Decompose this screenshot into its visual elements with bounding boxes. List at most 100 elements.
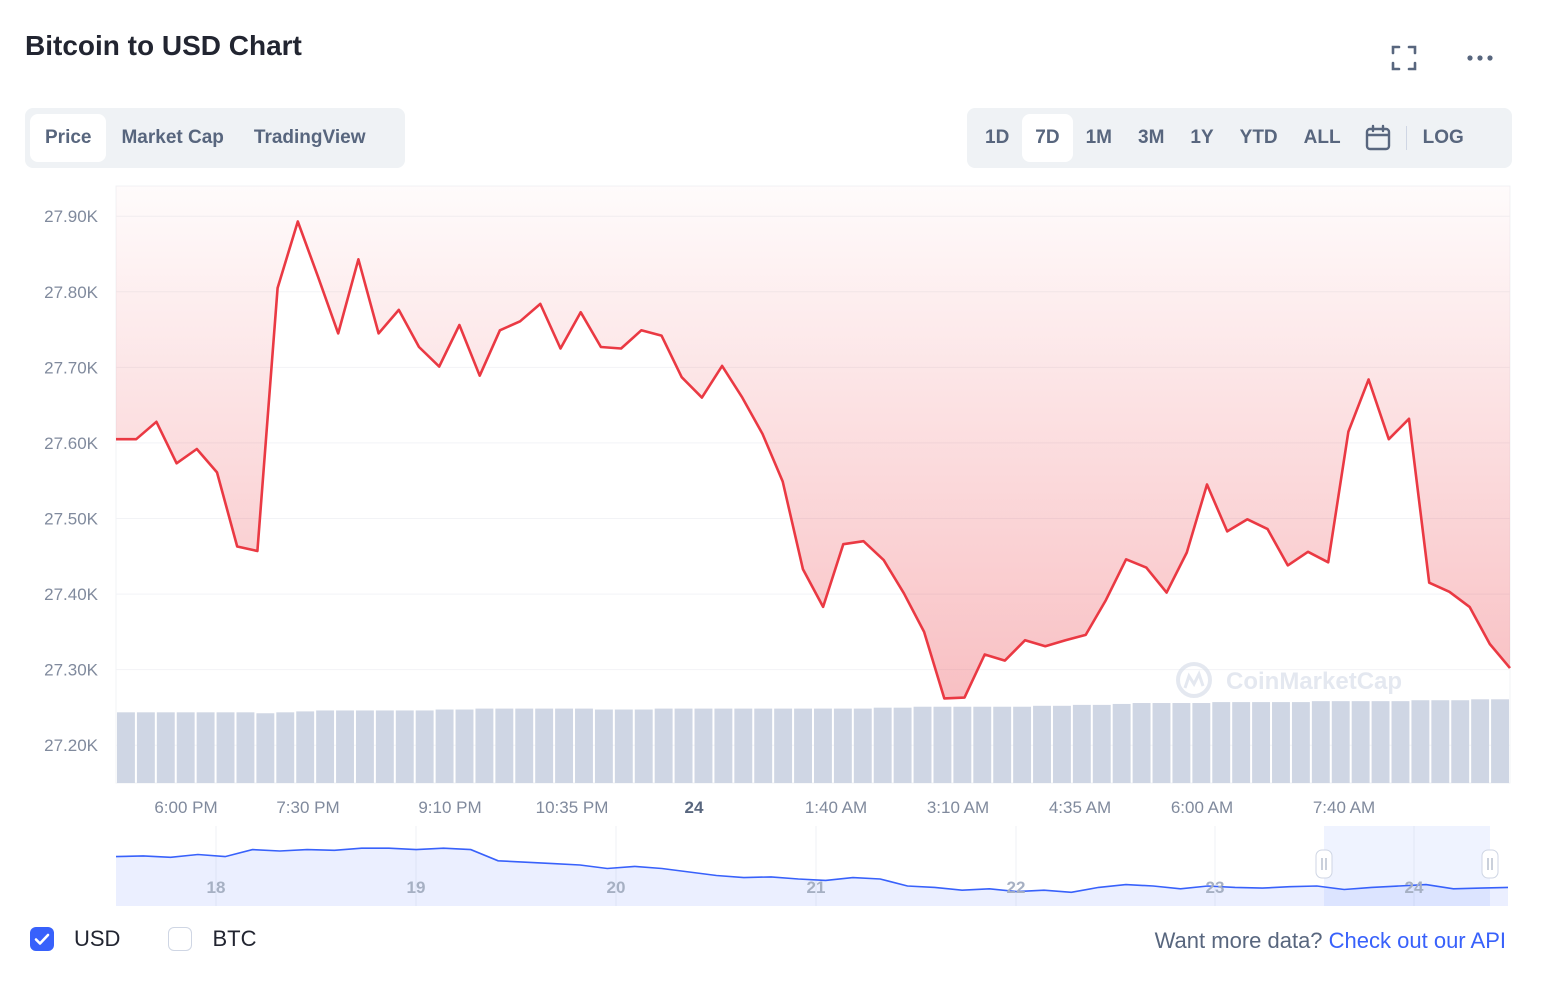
volume-bar <box>774 708 793 783</box>
navigator-label: 20 <box>607 878 626 897</box>
range-1m[interactable]: 1M <box>1085 127 1112 148</box>
tab-market-cap[interactable]: Market Cap <box>121 127 224 148</box>
volume-bar <box>1052 705 1071 783</box>
price-chart[interactable]: 27.20K 27.30K 27.40K 27.50K 27.60K 27.70K 27.8… <box>0 180 1546 910</box>
volume-bar <box>1351 701 1370 783</box>
volume-bar <box>256 713 275 783</box>
x-tick-label: 6:00 AM <box>1171 798 1233 817</box>
volume-bar <box>355 710 374 783</box>
navigator[interactable]: 18 19 20 21 22 23 24 <box>115 826 1509 906</box>
api-link[interactable]: Check out our API <box>1328 928 1506 953</box>
x-tick-label: 7:40 AM <box>1313 798 1375 817</box>
btc-label: BTC <box>212 926 257 951</box>
volume-bar <box>873 707 892 783</box>
range-all[interactable]: ALL <box>1303 127 1341 148</box>
x-tick-label: 7:30 PM <box>276 798 339 817</box>
y-tick-label: 27.60K <box>44 434 99 453</box>
volume-bar <box>336 710 354 783</box>
volume-bar <box>156 712 175 783</box>
range-divider <box>1405 126 1407 150</box>
x-tick-label: 24 <box>685 798 704 817</box>
volume-bar <box>176 712 195 783</box>
volume-bar <box>1072 704 1091 783</box>
usd-checkbox[interactable] <box>30 927 54 951</box>
tab-price[interactable]: Price <box>30 114 107 162</box>
volume-bar <box>1272 702 1290 783</box>
navigator-selection[interactable] <box>1324 826 1490 906</box>
y-tick-label: 27.20K <box>44 736 99 755</box>
y-tick-label: 27.50K <box>44 510 99 529</box>
volume-bar <box>136 712 155 783</box>
volume-bar <box>1172 703 1191 783</box>
volume-bar <box>634 709 653 783</box>
volume-bar <box>1491 699 1509 783</box>
btc-checkbox[interactable] <box>168 927 193 951</box>
volume-bar <box>654 708 673 783</box>
volume-bar <box>694 708 713 783</box>
volume-bar <box>276 712 295 783</box>
volume-bar <box>1331 701 1350 783</box>
range-ytd[interactable]: YTD <box>1239 127 1278 148</box>
volume-bar <box>455 709 474 783</box>
log-toggle[interactable]: LOG <box>1422 127 1464 148</box>
x-tick-label: 9:10 PM <box>418 798 481 817</box>
navigator-label: 24 <box>1405 878 1424 897</box>
currency-toggles: USD BTC <box>30 926 304 952</box>
navigator-handle[interactable] <box>1315 849 1333 879</box>
range-3m[interactable]: 3M <box>1138 127 1165 148</box>
more-dots-icon[interactable] <box>1464 42 1496 74</box>
price-line <box>116 220 1511 700</box>
navigator-handle[interactable] <box>1481 849 1499 879</box>
volume-bar <box>1033 705 1051 783</box>
volume-bar <box>296 711 315 783</box>
navigator-label: 22 <box>1007 878 1026 897</box>
volume-bar <box>1132 703 1151 783</box>
volume-bar <box>1252 702 1271 783</box>
volume-bar <box>316 710 335 783</box>
volume-bar <box>1411 700 1430 783</box>
volume-bar <box>973 706 992 783</box>
volume-bar <box>674 708 693 783</box>
volume-bar <box>1291 702 1310 783</box>
volume-bar <box>575 708 593 783</box>
navigator-label: 23 <box>1206 878 1225 897</box>
price-area-fill <box>116 186 1510 699</box>
volume-bar <box>375 710 394 783</box>
volume-bar <box>555 708 574 783</box>
range-1y[interactable]: 1Y <box>1190 127 1214 148</box>
range-7d[interactable]: 7D <box>1022 114 1073 162</box>
volume-bar <box>1212 702 1231 783</box>
volume-bar <box>734 708 753 783</box>
coinmarketcap-logo: CoinMarketCap <box>1176 662 1402 698</box>
volume-bar <box>1152 703 1171 783</box>
fullscreen-icon[interactable] <box>1388 42 1420 74</box>
volume-bar <box>1451 700 1470 783</box>
usd-label: USD <box>74 926 121 951</box>
x-tick-label: 1:40 AM <box>805 798 867 817</box>
volume-bar <box>535 708 554 783</box>
x-tick-label: 6:00 PM <box>154 798 217 817</box>
volume-bar <box>794 708 812 783</box>
volume-bar <box>475 708 494 783</box>
calendar-icon[interactable] <box>1354 114 1402 162</box>
volume-bar <box>1092 704 1111 783</box>
volume-bar <box>993 706 1012 783</box>
y-tick-label: 27.80K <box>44 283 99 302</box>
x-tick-label: 3:10 AM <box>927 798 989 817</box>
volume-bar <box>435 709 454 783</box>
watermark-text: CoinMarketCap <box>1226 668 1402 695</box>
tab-tradingview[interactable]: TradingView <box>253 127 366 148</box>
view-tabs: Price Market Cap TradingView <box>25 108 405 168</box>
api-prompt: Want more data? <box>1154 928 1323 953</box>
navigator-label: 19 <box>407 878 426 897</box>
x-tick-label: 10:35 PM <box>536 798 609 817</box>
volume-bar <box>953 706 972 783</box>
range-1d[interactable]: 1D <box>985 127 1010 148</box>
navigator-area <box>116 848 1508 906</box>
range-tabs: 1D 7D 1M 3M 1Y YTD ALL LOG <box>967 108 1512 168</box>
volume-bar <box>415 710 434 783</box>
volume-bar <box>893 707 912 783</box>
volume-bar <box>1232 702 1251 783</box>
volume-bar <box>495 708 514 783</box>
volume-bar <box>236 712 255 783</box>
